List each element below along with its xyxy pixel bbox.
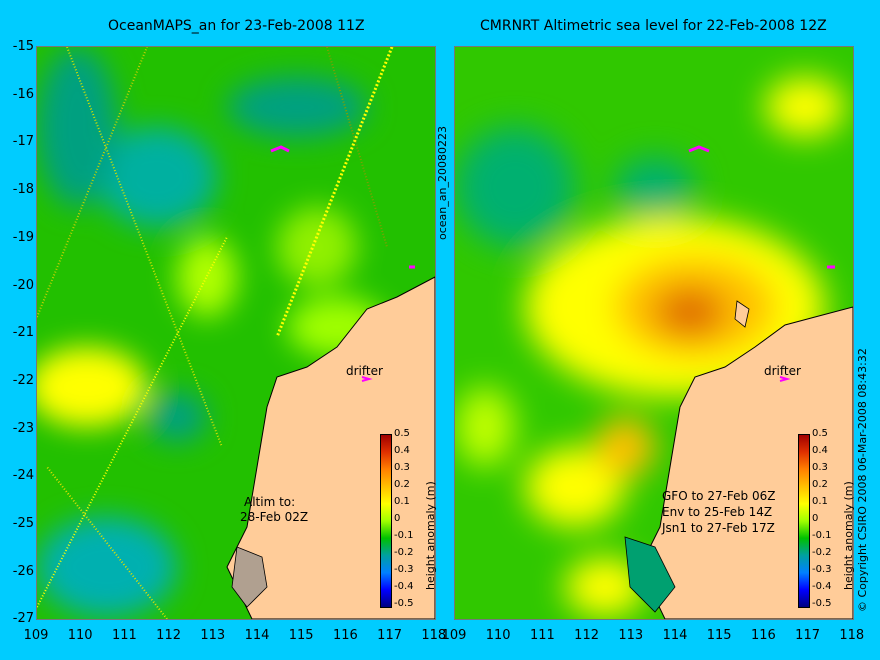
colorbar-tick-label: -0.2 [812,547,832,558]
left-drifter-label: drifter [346,364,383,378]
colorbar-tick-label: 0 [394,513,401,524]
right-map-panel [454,46,854,620]
copyright-label: © Copyright CSIRO 2008 06-Mar-2008 08:43… [856,348,869,612]
left-map-panel [36,46,436,620]
lon-tick-label: 113 [200,628,226,643]
lon-tick-label: 112 [156,628,181,643]
right-colorbar-title: height anomaly (m) [842,481,855,590]
colorbar-tick-label: 0.4 [812,445,828,456]
colorbar-tick-label: 0.2 [394,479,410,490]
lon-tick-label: 109 [441,628,467,643]
right-map-svg [455,47,853,619]
colorbar-tick-label: 0.1 [394,496,410,507]
right-satellite-note-line2: Env to 25-Feb 14Z [662,505,773,519]
colorbar-tick-label: -0.4 [394,581,414,592]
colorbar-tick-label: 0.3 [394,462,410,473]
lon-tick-label: 116 [750,628,776,643]
left-altim-note-line2: 28-Feb 02Z [240,510,309,524]
right-satellite-note-line1: GFO to 27-Feb 06Z [662,489,776,503]
left-colorbar-title: height anomaly (m) [424,481,437,590]
right-satellite-note-line3: Jsn1 to 27-Feb 17Z [662,521,775,535]
lon-tick-label: 110 [485,628,511,643]
colorbar-tick-label: 0.3 [812,462,828,473]
lon-tick-label: 115 [706,628,732,643]
lon-tick-label: 109 [23,628,49,643]
colorbar-tick-label: 0.2 [812,479,828,490]
colorbar-tick-label: 0.4 [394,445,410,456]
lat-tick-label: -26 [12,563,34,579]
lon-tick-label: 116 [332,628,358,643]
lon-tick-label: 111 [529,628,555,643]
lon-tick-label: 118 [839,628,865,643]
right-panel-title: CMRNRT Altimetric sea level for 22-Feb-2… [480,18,827,34]
left-altim-note-line1: Altim to: [244,495,296,509]
lon-tick-label: 111 [111,628,137,643]
lon-tick-label: 113 [618,628,644,643]
lat-tick-label: -25 [12,516,34,531]
lat-tick-label: -18 [12,182,34,198]
lat-tick-label: -23 [12,420,34,436]
lat-tick-label: -20 [12,277,34,293]
lat-tick-label: -17 [12,134,34,150]
lat-tick-label: -16 [12,86,34,102]
lon-tick-label: 110 [67,628,93,643]
lat-tick-label: -22 [12,372,34,388]
lat-tick-label: -15 [12,39,34,54]
lon-tick-label: 114 [662,628,688,643]
left-map-svg [37,47,435,619]
left-panel-title: OceanMAPS_an for 23-Feb-2008 11Z [108,18,365,34]
lat-tick-label: -27 [12,611,34,627]
lon-tick-label: 117 [377,628,402,643]
colorbar-tick-label: 0.5 [394,428,410,439]
left-colorbar [380,434,392,608]
colorbar-tick-label: -0.5 [812,598,832,609]
lon-tick-label: 115 [288,628,314,643]
lon-tick-label: 118 [421,628,447,643]
colorbar-tick-label: -0.3 [394,564,414,575]
colorbar-tick-label: -0.1 [394,530,414,541]
colorbar-tick-label: -0.5 [394,598,414,609]
colorbar-tick-label: 0 [812,513,819,524]
run-id-label: ocean_an_20080223 [436,126,449,240]
lon-tick-label: 114 [244,628,270,643]
colorbar-tick-label: -0.1 [812,530,832,541]
colorbar-tick-label: 0.1 [812,496,828,507]
lon-tick-label: 117 [795,628,820,643]
right-drifter-label: drifter [764,364,801,378]
colorbar-tick-label: -0.3 [812,564,832,575]
right-colorbar [798,434,810,608]
colorbar-tick-label: -0.4 [812,581,832,592]
lat-tick-label: -21 [12,325,34,341]
lat-tick-label: -19 [12,229,34,245]
colorbar-tick-label: -0.2 [394,547,414,558]
colorbar-tick-label: 0.5 [812,428,828,439]
lat-tick-label: -24 [12,468,34,484]
lon-tick-label: 112 [574,628,599,643]
